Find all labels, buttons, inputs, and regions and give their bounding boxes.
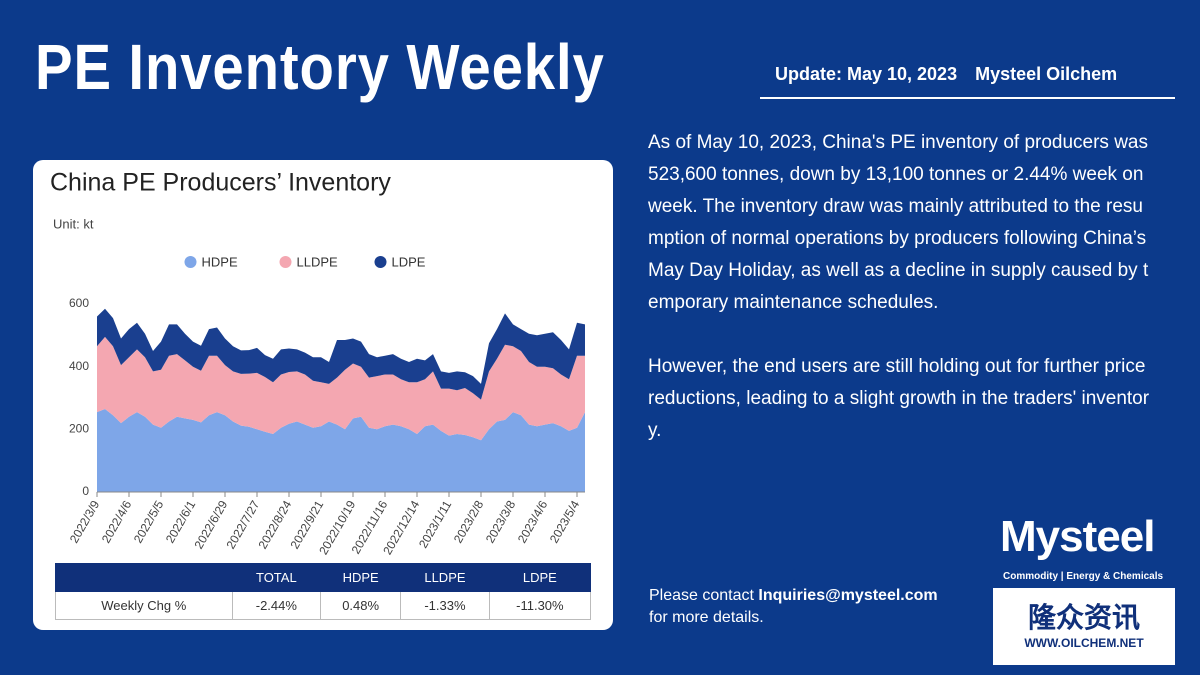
area (97, 308, 585, 400)
header-cell: HDPE (320, 563, 402, 592)
unit: Unit: kt (53, 216, 94, 231)
area (97, 336, 585, 441)
header-cell: LLDPE (400, 563, 490, 592)
update-date: Update: May 10, 2023 (775, 64, 958, 84)
cell: -11.30% (488, 591, 592, 620)
source: Mysteel Oilchem (975, 64, 1118, 84)
paragraph: As of May 10, 2023, China's PE inventory… (648, 132, 1149, 313)
brand-logo: Mysteel (1000, 512, 1155, 561)
y-tick-label: 400 (69, 359, 89, 373)
x-tick-label: 2023/2/8 (451, 498, 487, 546)
paragraph: However, the end users are still holding… (648, 356, 1150, 441)
x-tick-label: 2023/3/8 (483, 498, 519, 546)
chart-card: China PE Producers’ Inventory Unit: kt H… (33, 160, 613, 630)
contact-text: Please contact (649, 587, 754, 604)
rule (760, 97, 1175, 99)
oilchem-logo: 隆众资讯 WWW.OILCHEM.NET (993, 588, 1175, 665)
email[interactable]: Inquiries@mysteel.com (758, 587, 938, 604)
legend-marker (374, 256, 387, 268)
legend-label: LDPE (392, 254, 426, 269)
chart: China PE Producers’ Inventory Unit: kt H… (50, 169, 585, 557)
x-tick-label: 2023/5/4 (547, 498, 583, 546)
logo-url: WWW.OILCHEM.NET (1024, 636, 1144, 650)
y-tick-label: 0 (82, 484, 89, 498)
contact-text: for more details. (649, 609, 764, 626)
header-cell: TOTAL (231, 563, 322, 592)
body-text: As of May 10, 2023, China's PE inventory… (648, 127, 1153, 479)
brand-tagline: Commodity | Energy & Chemicals (1003, 571, 1164, 582)
contact: Please contact Inquiries@mysteel.com for … (649, 585, 938, 629)
y-tick-label: 200 (69, 422, 89, 436)
header-cell (55, 563, 233, 592)
cell: -2.44% (231, 591, 322, 620)
legend-label: LLDPE (297, 254, 339, 269)
cell: -1.33% (400, 591, 490, 620)
chart-title: China PE Producers’ Inventory (50, 169, 391, 197)
header-cell: LDPE (488, 563, 592, 592)
table: TOTAL HDPE LLDPE LDPE Weekly Chg % -2.44… (55, 563, 592, 620)
cell: Weekly Chg % (55, 591, 233, 620)
x-tick-label: 2022/3/9 (67, 498, 103, 546)
y-tick-label: 600 (69, 296, 89, 310)
x-tick-label: 2022/4/6 (99, 498, 135, 546)
cell: 0.48% (320, 591, 402, 620)
legend-marker (279, 256, 292, 268)
x-tick-label: 2022/6/1 (163, 498, 199, 546)
legend-marker (184, 256, 197, 268)
update: Update: May 10, 2023 Mysteel Oilchem (775, 64, 1135, 85)
logo-cn: 隆众资讯 (1027, 602, 1140, 633)
page-title: PE Inventory Weekly (35, 31, 605, 103)
x-tick-label: 2022/5/5 (131, 498, 167, 546)
area (97, 409, 585, 492)
legend-label: HDPE (202, 254, 238, 269)
x-tick-label: 2023/4/6 (515, 498, 551, 546)
